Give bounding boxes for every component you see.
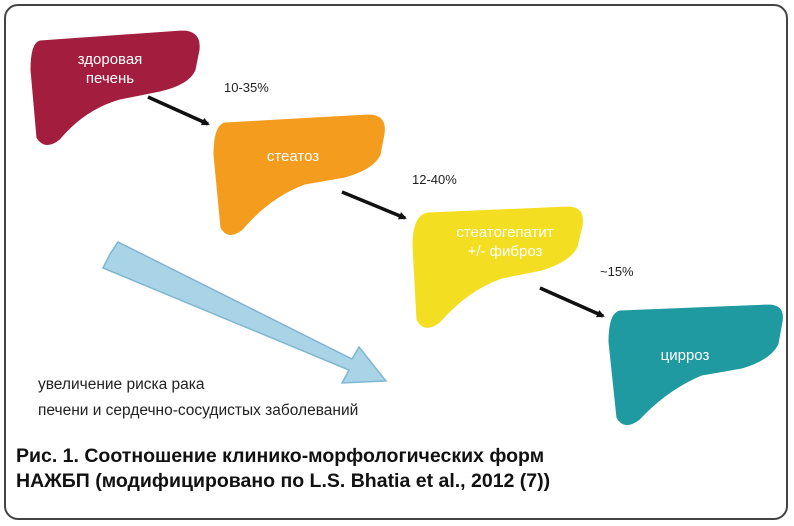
figure-caption: Рис. 1. Соотношение клинико-морфологичес…	[16, 444, 550, 494]
stage-label-line: цирроз	[660, 347, 710, 364]
risk-text-line: печени и сердечно-сосудистых заболеваний	[38, 402, 359, 419]
arrow-steatohepatitis-to-cirrhosis	[539, 286, 605, 318]
liver-cirrhosis	[607, 303, 784, 426]
stage-label-steatosis: стеатоз	[228, 147, 358, 166]
stage-label-healthy: здоровая печень	[45, 50, 175, 88]
transition-label: ~15%	[600, 264, 634, 279]
stage-label-steatohepatitis: стеатогепатит +/- фиброз	[420, 223, 590, 261]
risk-text: увеличение риска рака печени и сердечно-…	[38, 372, 358, 424]
risk-arrow	[101, 241, 388, 384]
stage-label-cirrhosis: цирроз	[625, 346, 745, 365]
stage-label-line: стеатогепатит	[456, 224, 554, 241]
liver-steatosis	[212, 113, 386, 236]
stage-label-line: +/- фиброз	[467, 243, 543, 260]
arrow-steatosis-to-steatohepatitis	[341, 190, 407, 220]
stage-label-line: стеатоз	[266, 148, 320, 165]
risk-text-line: увеличение риска рака	[38, 376, 205, 393]
arrow-healthy-to-steatosis	[147, 95, 210, 126]
caption-line: НАЖБП (модифицировано по L.S. Bhatia et …	[16, 470, 551, 492]
transition-label: 12-40%	[412, 172, 457, 187]
liver-steatohepatitis	[411, 205, 584, 329]
stage-label-line: печень	[85, 70, 135, 87]
stage-label-line: здоровая	[77, 51, 143, 68]
transition-label: 10-35%	[224, 80, 269, 95]
caption-line: Рис. 1. Соотношение клинико-морфологичес…	[16, 445, 545, 467]
liver-healthy	[29, 29, 201, 146]
